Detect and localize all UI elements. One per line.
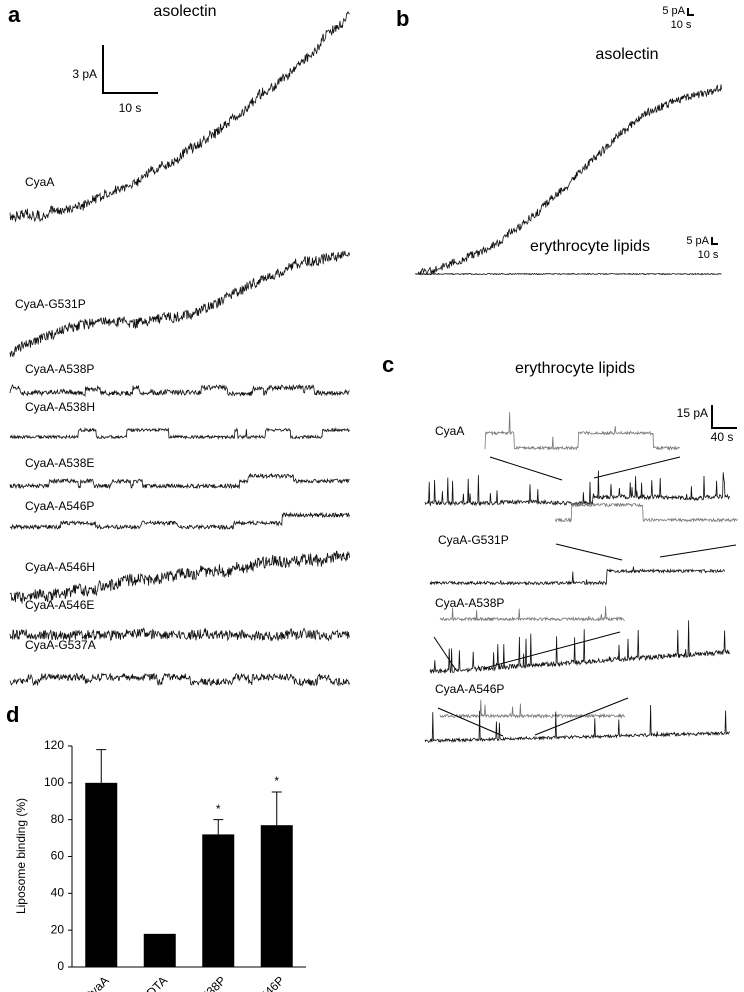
x-tick-label: CyaA-A546P bbox=[228, 973, 287, 992]
current-trace bbox=[424, 470, 731, 507]
panel-letter: b bbox=[396, 6, 409, 31]
current-trace bbox=[9, 627, 350, 642]
error-bar bbox=[213, 819, 224, 835]
trace-label: CyaA bbox=[25, 175, 54, 189]
scale-bar bbox=[687, 8, 694, 16]
y-tick-label: 100 bbox=[44, 775, 64, 789]
error-bar bbox=[96, 749, 107, 783]
scale-bar bbox=[711, 237, 718, 245]
panel-letter: c bbox=[382, 352, 394, 377]
current-trace bbox=[9, 383, 350, 398]
connector bbox=[555, 543, 623, 561]
x-tick-label: CyaA bbox=[81, 973, 112, 992]
current-trace bbox=[414, 272, 722, 276]
y-tick-label: 20 bbox=[51, 922, 65, 936]
panel-letter: d bbox=[6, 702, 19, 727]
trace-label: CyaA-G537A bbox=[25, 638, 96, 652]
trace-label: CyaA-A538P bbox=[25, 362, 94, 376]
current-trace bbox=[554, 502, 738, 523]
panel-letter: a bbox=[8, 2, 21, 27]
panel-title: erythrocyte lipids bbox=[515, 360, 635, 377]
bar bbox=[202, 834, 235, 967]
x-tick-label: CyaA-A538P bbox=[170, 973, 229, 992]
panel-title: asolectin bbox=[153, 3, 216, 20]
trace-label: CyaA-A538E bbox=[25, 456, 94, 470]
significance: * bbox=[274, 774, 279, 788]
current-trace bbox=[417, 84, 722, 276]
scale-label: 15 pA bbox=[677, 406, 708, 420]
trace-label: CyaA-G531P bbox=[15, 297, 86, 311]
current-trace bbox=[9, 250, 350, 358]
current-trace bbox=[484, 412, 680, 451]
trace-label: CyaA-A546E bbox=[25, 598, 94, 612]
current-trace bbox=[429, 566, 725, 586]
connector bbox=[534, 697, 629, 736]
trace-label: CyaA-A546H bbox=[25, 560, 95, 574]
trace-label: CyaA-A538P bbox=[435, 596, 504, 610]
scale-bar bbox=[102, 45, 158, 94]
scale-label: 3 pA bbox=[72, 67, 97, 81]
trace-title: asolectin bbox=[595, 46, 658, 63]
current-trace bbox=[9, 11, 350, 223]
connector bbox=[489, 456, 563, 481]
current-trace bbox=[439, 606, 625, 622]
current-trace bbox=[9, 472, 350, 490]
y-tick-label: 40 bbox=[51, 886, 65, 900]
error-bar bbox=[271, 791, 282, 826]
y-tick-label: 60 bbox=[51, 849, 65, 863]
current-trace bbox=[9, 511, 350, 531]
trace-label: CyaA bbox=[435, 424, 464, 438]
trace-title: erythrocyte lipids bbox=[530, 238, 650, 255]
current-trace bbox=[9, 427, 350, 441]
current-trace bbox=[9, 672, 350, 687]
bar bbox=[260, 825, 293, 967]
scale-label: 10 s bbox=[698, 249, 719, 261]
scale-label: 40 s bbox=[711, 430, 734, 444]
y-tick-label: 80 bbox=[51, 812, 65, 826]
connector bbox=[433, 636, 457, 671]
current-trace bbox=[424, 704, 731, 744]
scale-label: 10 s bbox=[671, 19, 692, 31]
connector bbox=[593, 456, 681, 479]
bar bbox=[143, 933, 176, 967]
significance: * bbox=[216, 802, 221, 816]
trace-label: CyaA-A538H bbox=[25, 400, 95, 414]
trace-label: CyaA-A546P bbox=[435, 682, 504, 696]
x-tick-label: CyaA+EDTA bbox=[113, 973, 171, 992]
bar bbox=[85, 782, 118, 967]
current-trace bbox=[429, 620, 730, 674]
scale-label: 5 pA bbox=[662, 5, 685, 17]
y-tick-label: 120 bbox=[44, 738, 64, 752]
connector bbox=[659, 544, 737, 558]
current-trace bbox=[439, 699, 626, 719]
connector bbox=[437, 707, 504, 737]
y-tick-label: 0 bbox=[57, 959, 64, 973]
scale-label: 10 s bbox=[119, 101, 142, 115]
trace-label: CyaA-G531P bbox=[438, 533, 509, 547]
connector bbox=[484, 631, 621, 669]
y-axis-label: Liposome binding (%) bbox=[14, 798, 28, 914]
current-trace bbox=[9, 550, 350, 604]
trace-label: CyaA-A546P bbox=[25, 499, 94, 513]
scale-bar bbox=[711, 405, 737, 429]
scale-label: 5 pA bbox=[686, 235, 709, 247]
